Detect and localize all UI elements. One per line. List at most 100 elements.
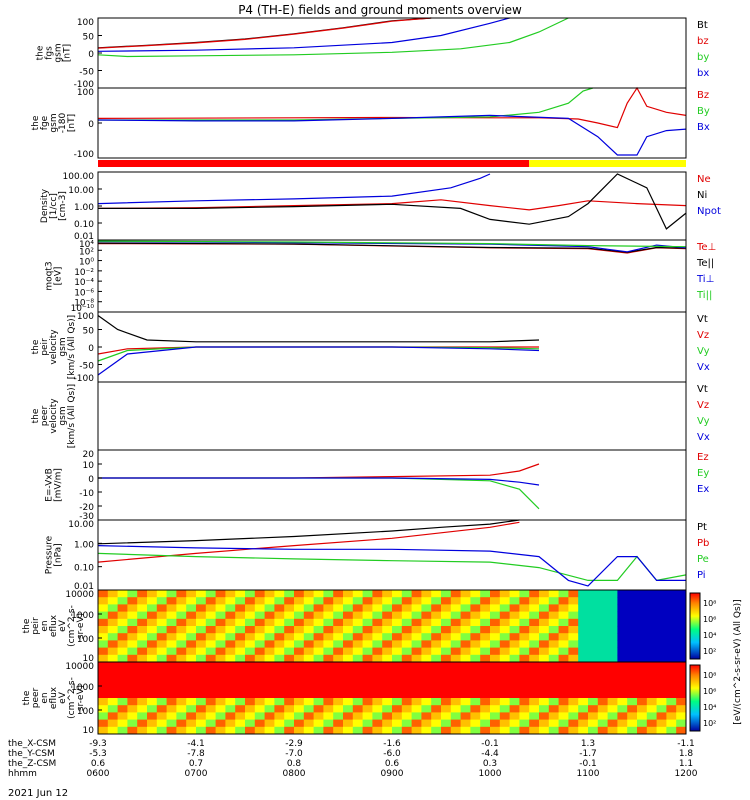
heat-cell: [441, 669, 452, 677]
heat-cell: [421, 676, 432, 685]
heat-cell: [411, 705, 422, 713]
heat-cell: [166, 597, 177, 605]
heat-cell: [470, 712, 481, 721]
heat-cell: [588, 662, 599, 670]
heat-cell: [558, 640, 569, 649]
heat-cell: [294, 683, 305, 692]
heat-cell: [431, 676, 442, 685]
heat-cell: [490, 669, 501, 677]
heat-cell: [127, 676, 138, 685]
heat-cell: [411, 640, 422, 649]
heat-cell: [480, 604, 491, 613]
heat-cell: [254, 597, 266, 605]
heat-cell: [656, 690, 667, 699]
heat-cell: [519, 640, 530, 649]
heat-cell: [441, 633, 452, 641]
series-vy: [97, 346, 540, 362]
heat-cell: [568, 669, 579, 677]
heat-cell: [450, 647, 462, 656]
colorbar-bottom: [689, 664, 701, 732]
heat-cell: [98, 662, 109, 670]
heat-cell: [421, 698, 432, 706]
legend-item: bz: [697, 36, 709, 47]
heat-cell: [401, 640, 413, 649]
heat-cell: [137, 690, 148, 699]
heat-cell: [431, 698, 442, 706]
heat-cell: [382, 640, 393, 649]
heat-cell: [147, 726, 158, 735]
heat-cell: [617, 726, 628, 735]
heat-cell: [421, 640, 432, 649]
x-tick-label: 0.8: [287, 759, 302, 769]
heat-cell: [196, 705, 207, 713]
heat-cell: [441, 647, 452, 656]
heat-cell: [607, 590, 618, 598]
heat-cell: [166, 640, 177, 649]
heat-cell: [156, 590, 168, 598]
heat-cell: [245, 590, 256, 598]
legend-item: Ey: [697, 468, 709, 479]
heat-cell: [352, 611, 364, 620]
heat-cell: [382, 669, 393, 677]
heat-cell: [254, 683, 266, 692]
heat-cell: [588, 698, 599, 706]
heat-cell: [421, 626, 432, 634]
heat-cell: [392, 705, 403, 713]
heat-cell: [372, 654, 383, 663]
heat-cell: [186, 604, 197, 613]
heat-cell: [205, 690, 217, 699]
heat-cell: [254, 662, 266, 670]
heat-cell: [333, 726, 344, 735]
heat-cell: [382, 690, 393, 699]
heat-cell: [676, 597, 687, 605]
x-tick-label: -5.3: [89, 749, 107, 759]
heat-cell: [392, 626, 403, 634]
heat-cell: [431, 712, 442, 721]
panel-frame: [97, 381, 687, 451]
y-tick-label: 10: [83, 654, 95, 664]
heat-cell: [392, 676, 403, 685]
colorbar-label: [eV/(cm^2-s-sr-eV) (All Qs)]: [733, 599, 743, 724]
heat-cell: [186, 705, 197, 713]
heat-cell: [568, 719, 579, 728]
heat-cell: [441, 719, 452, 728]
heat-cell: [303, 705, 315, 713]
heat-cell: [323, 669, 334, 677]
heat-cell: [274, 590, 285, 598]
heat-cell: [627, 705, 638, 713]
heat-cell: [215, 676, 226, 685]
heat-cell: [274, 676, 285, 685]
y-tick-label: 100: [77, 707, 94, 717]
heat-cell: [284, 590, 295, 598]
heat-cell: [568, 662, 579, 670]
heat-cell: [254, 590, 266, 598]
heat-cell: [666, 647, 677, 656]
y-tick-label: 0: [88, 120, 94, 130]
heat-cell: [676, 626, 687, 634]
heat-cell: [460, 690, 471, 699]
heat-cell: [578, 626, 589, 634]
heat-cell: [372, 705, 383, 713]
heat-cell: [480, 654, 491, 663]
heat-cell: [352, 726, 364, 735]
heat-cell: [343, 626, 354, 634]
heat-cell: [568, 590, 579, 598]
heat-cell: [323, 719, 334, 728]
heat-cell: [274, 683, 285, 692]
heat-cell: [352, 690, 364, 699]
x-tick-label: 0800: [283, 769, 306, 779]
heat-cell: [597, 611, 609, 620]
heat-cell: [313, 719, 324, 728]
heat-cell: [460, 712, 471, 721]
heat-cell: [529, 662, 540, 670]
heat-cell: [441, 597, 452, 605]
heat-cell: [480, 662, 491, 670]
heat-cell: [382, 705, 393, 713]
heat-cell: [127, 726, 138, 735]
heat-cell: [548, 662, 560, 670]
heat-cell: [411, 633, 422, 641]
heat-cell: [196, 604, 207, 613]
y-label-line: peer: [31, 687, 41, 708]
heat-cell: [627, 669, 638, 677]
